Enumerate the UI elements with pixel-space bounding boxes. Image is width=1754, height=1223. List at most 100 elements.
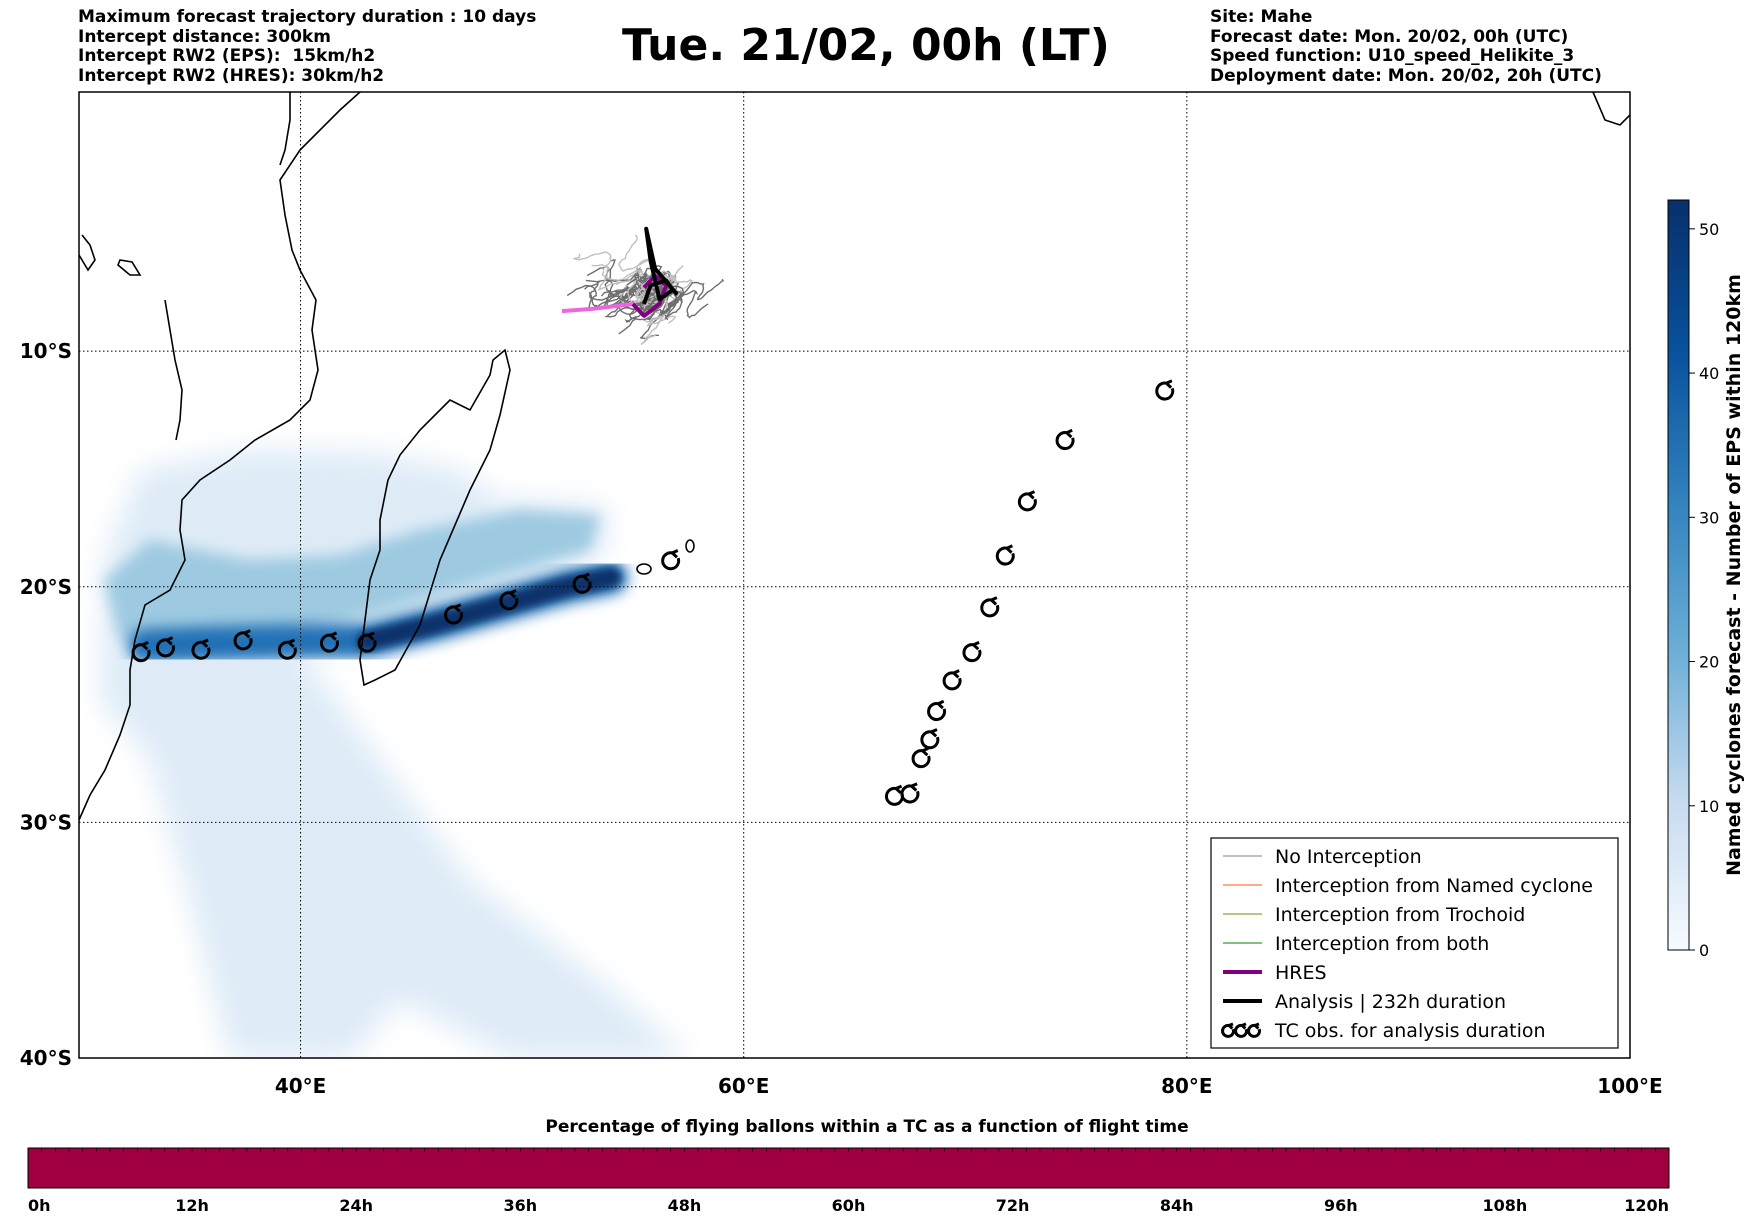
tc-arrow [1254,1022,1260,1030]
tc-symbol [277,638,297,660]
legend-label: Interception from both [1275,933,1489,955]
tc-arrow [454,603,462,613]
tc-swirl [962,643,982,663]
legend-box [1210,837,1619,1049]
flight-bar-tick-label: 72h [996,1196,1030,1215]
legend-label: HRES [1275,962,1327,984]
lake-victoria [117,259,142,276]
tc-observations [131,379,1175,806]
tc-swirl [1055,431,1075,450]
tc-symbol [995,544,1015,566]
map-content [79,92,1630,1058]
tc-swirl [920,730,940,750]
colorbar-tick-label: 20 [1699,653,1719,672]
tc-arrow [910,782,918,792]
tc-symbol [1017,490,1037,512]
lon-label: 80°E [1161,1074,1213,1098]
flight-bar-tick-label: 36h [503,1196,537,1215]
tc-symbol [1247,1022,1262,1038]
tc-symbol [444,603,464,625]
lon-label: 100°E [1597,1074,1662,1098]
tc-swirl [927,702,947,721]
tc-swirl [155,638,175,658]
flight-bar-tick-label: 96h [1324,1196,1358,1215]
colorbar: Named cyclones forecast - Number of EPS … [1667,199,1745,960]
tc-arrow [287,638,296,648]
flight-bar-tick-label: 108h [1483,1196,1528,1215]
tc-swirl [357,633,377,653]
tc-symbol [1221,1022,1236,1038]
tc-symbol [319,631,339,653]
colorbar-gradient [1667,199,1690,951]
tc-arrow [165,636,174,646]
tc-swirl [995,546,1015,566]
tc-arrow [990,596,998,606]
flight-bar-tick-label: 12h [175,1196,209,1215]
forecast-date-text: Forecast date: Mon. 20/02, 00h (UTC) [1210,26,1569,47]
tc-swirl [499,591,519,611]
colorbar-tick-label: 0 [1699,941,1709,960]
lat-label: 40°S [20,1046,72,1070]
somalia-coast [279,92,291,166]
tc-arrow [1228,1022,1234,1030]
tc-arrow [141,641,149,651]
tc-symbol [572,572,592,594]
flight-bar-title: Percentage of flying ballons within a TC… [545,1117,1188,1137]
tc-swirl [661,551,681,571]
tc-symbol [155,636,175,658]
header-right-info: Site: Mahe Forecast date: Mon. 20/02, 00h… [1210,7,1602,86]
legend: No Interception Interception from Named c… [1210,837,1619,1049]
australia-coast [1592,92,1630,126]
eps-trajectory [626,272,656,293]
tc-swirl [1017,492,1037,512]
tc-swirl [942,671,962,691]
tc-symbol [942,669,962,691]
coastlines [79,92,1630,821]
tc-swirl [233,631,253,651]
lake-outline [79,234,96,272]
tc-symbol [191,638,211,660]
flight-bar-fill [27,1147,1670,1189]
tc-arrow [509,589,517,599]
colorbar-tick-label: 40 [1699,364,1719,383]
tc-swirl [131,643,151,663]
tc-swirl [319,633,339,653]
tc-arrow [937,699,945,710]
colorbar-tick-label: 10 [1699,797,1719,816]
header-left-info: Maximum forecast trajectory duration : 1… [78,7,536,86]
flight-bar-tick-label: 24h [339,1196,373,1215]
tc-swirl [277,640,297,660]
tc-swirl [911,749,931,769]
lon-label: 60°E [718,1074,770,1098]
reunion-island [636,563,652,575]
mauritius-island [685,539,695,553]
legend-label: Interception from Trochoid [1275,904,1525,926]
tc-symbol [1055,428,1075,450]
lon-label: 40°E [275,1074,327,1098]
tc-arrow [894,784,903,795]
tc-arrow [243,629,251,639]
tc-swirl [1155,381,1175,401]
tc-symbol [927,699,947,721]
lat-label: 10°S [20,339,72,363]
density-shading [100,450,690,1058]
tc-symbol [962,641,982,663]
flight-bar-tick-label: 60h [832,1196,866,1215]
tc-arrow [1065,428,1073,439]
tc-swirl [1234,1023,1249,1038]
eps-trajectory [654,285,709,319]
intercept-eps-text: Intercept RW2 (EPS): 15km/h2 [78,46,376,66]
flight-bar-tick-label: 0h [28,1196,51,1215]
tc-swirl [1221,1023,1236,1038]
colorbar-tick-label: 30 [1699,508,1719,527]
tc-arrow [1005,544,1013,554]
density-mid [104,510,600,650]
tc-symbol [900,782,920,804]
map-frame [78,91,1631,1059]
flight-time-bar: Percentage of flying ballons within a TC… [27,1117,1670,1215]
deployment-date-text: Deployment date: Mon. 20/02, 20h (UTC) [1210,65,1602,86]
axis-labels: 10°S 20°S 30°S 40°S 40°E 60°E 80°E 100°E [20,339,1663,1098]
tc-symbol [1234,1022,1249,1038]
lat-label: 30°S [20,810,72,834]
